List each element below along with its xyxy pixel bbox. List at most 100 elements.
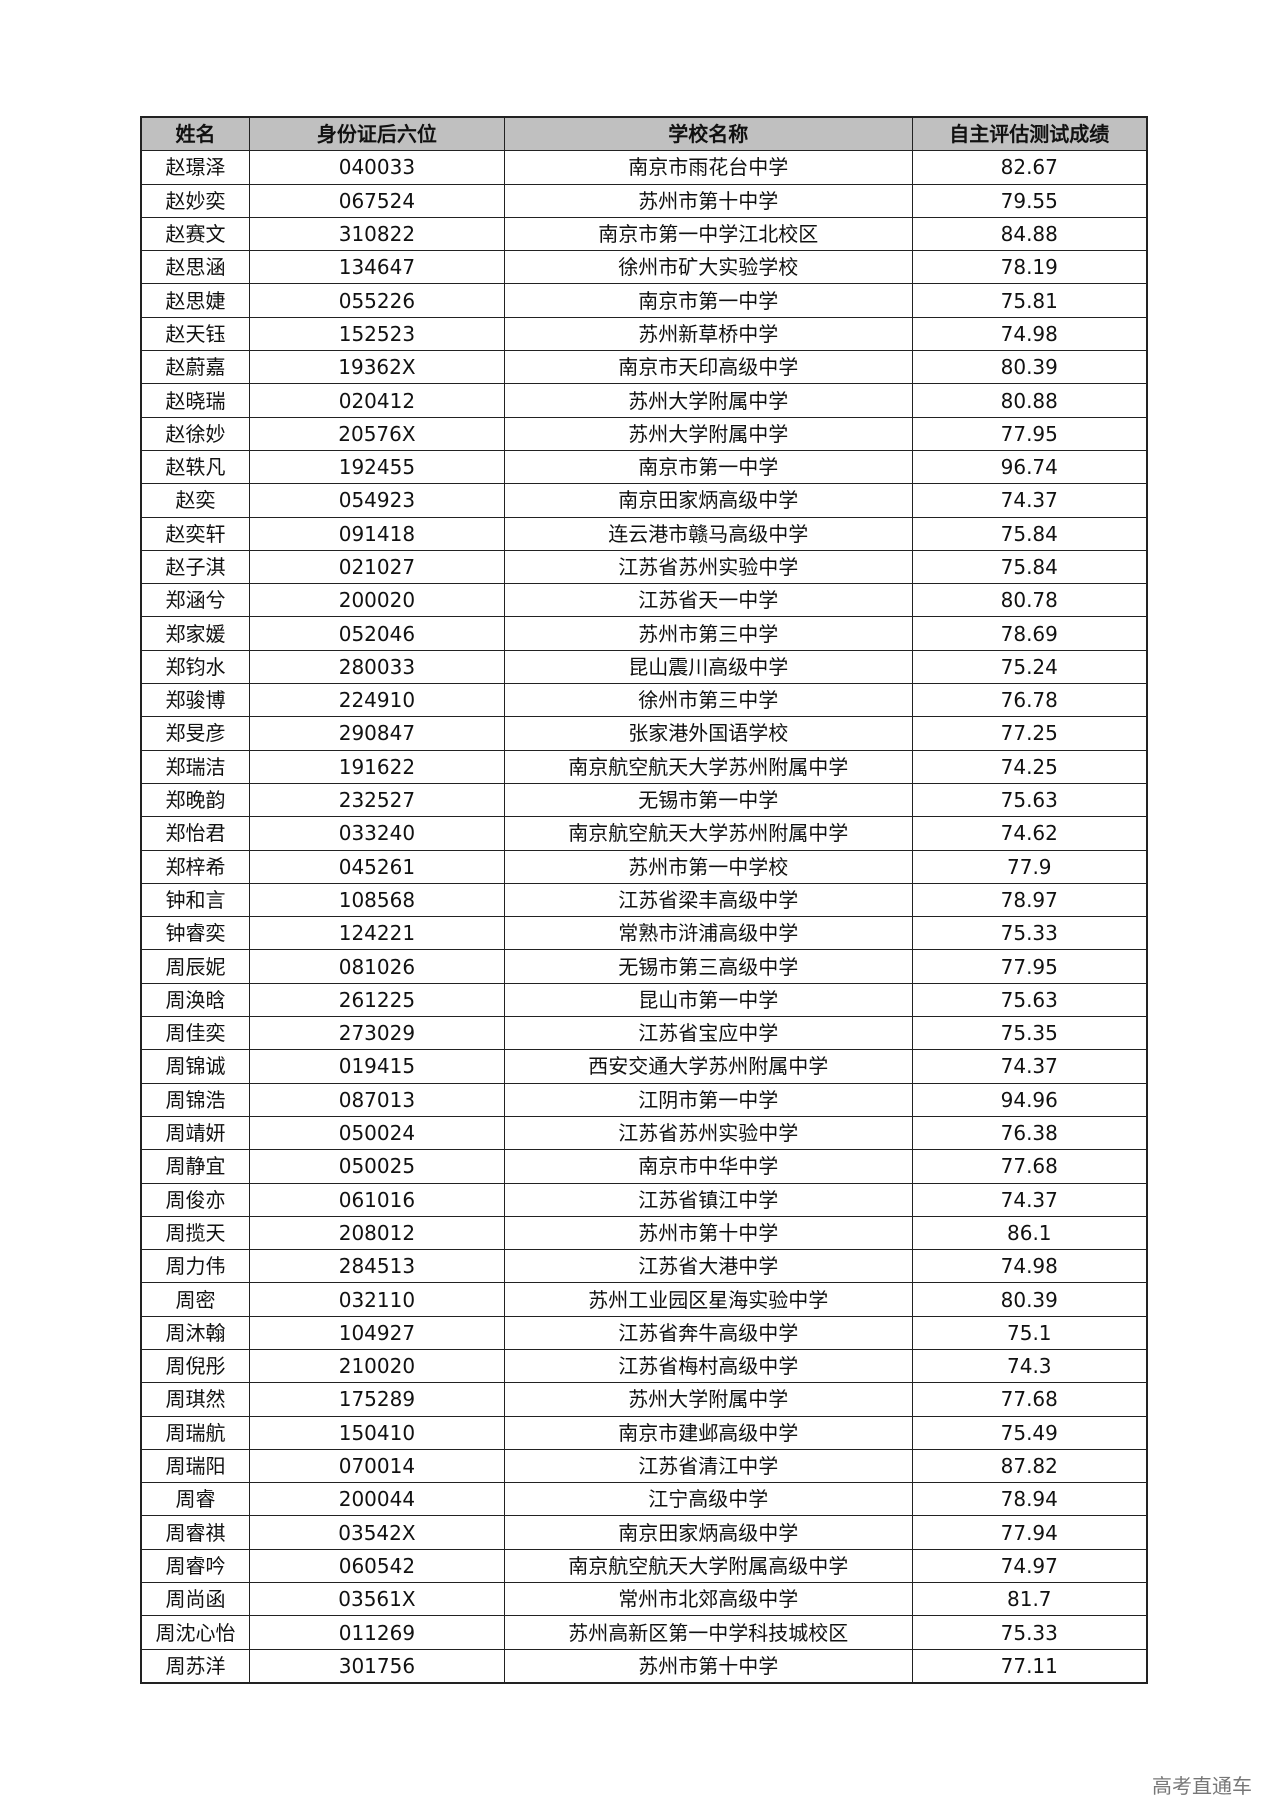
- cell-id-last6: 19362X: [248, 350, 505, 385]
- table-row: 周涣晗 261225 昆山市第一中学 75.63: [140, 982, 1148, 1018]
- cell-score: 75.1: [911, 1315, 1148, 1350]
- table-row: 周琪然 175289 苏州大学附属中学 77.68: [140, 1382, 1148, 1417]
- cell-name: 周沐翰: [140, 1315, 250, 1350]
- cell-score: 74.37: [911, 1182, 1148, 1217]
- cell-school: 江阴市第一中学: [503, 1082, 913, 1117]
- cell-score: 96.74: [911, 449, 1148, 485]
- table-row: 周睿吟 060542 南京航空航天大学附属高级中学 74.97: [140, 1548, 1148, 1584]
- cell-name: 周睿: [140, 1482, 250, 1517]
- cell-school: 南京市第一中学江北校区: [503, 216, 913, 252]
- cell-name: 周睿吟: [140, 1548, 250, 1584]
- table-row: 郑钧水 280033 昆山震川高级中学 75.24: [140, 649, 1148, 685]
- cell-score: 77.25: [911, 716, 1148, 751]
- cell-name: 赵璟泽: [140, 150, 250, 185]
- cell-school: 昆山市第一中学: [503, 982, 913, 1018]
- cell-score: 77.94: [911, 1515, 1148, 1550]
- cell-id-last6: 210020: [248, 1348, 505, 1384]
- cell-score: 78.19: [911, 250, 1148, 285]
- cell-school: 江苏省宝应中学: [503, 1016, 913, 1051]
- cell-school: 苏州市第十中学: [503, 183, 913, 218]
- table-row: 赵天钰 152523 苏州新草桥中学 74.98: [140, 316, 1148, 352]
- table-row: 郑瑞洁 191622 南京航空航天大学苏州附属中学 74.25: [140, 749, 1148, 784]
- cell-name: 周静宜: [140, 1149, 250, 1184]
- table-row: 周静宜 050025 南京市中华中学 77.68: [140, 1149, 1148, 1184]
- cell-id-last6: 070014: [248, 1448, 505, 1484]
- cell-school: 连云港市赣马高级中学: [503, 516, 913, 551]
- header-school: 学校名称: [503, 116, 913, 152]
- cell-id-last6: 284513: [248, 1249, 505, 1284]
- cell-score: 75.63: [911, 782, 1148, 818]
- cell-school: 南京航空航天大学苏州附属中学: [503, 749, 913, 784]
- cell-name: 赵妙奕: [140, 183, 250, 218]
- header-row: 姓名 身份证后六位 学校名称 自主评估测试成绩: [140, 116, 1148, 152]
- cell-school: 无锡市第三高级中学: [503, 949, 913, 984]
- table-row: 赵妙奕 067524 苏州市第十中学 79.55: [140, 183, 1148, 218]
- cell-id-last6: 200020: [248, 583, 505, 618]
- cell-name: 赵思婕: [140, 283, 250, 318]
- cell-id-last6: 03561X: [248, 1582, 505, 1617]
- cell-id-last6: 208012: [248, 1215, 505, 1251]
- cell-score: 78.94: [911, 1482, 1148, 1517]
- cell-school: 南京市第一中学: [503, 449, 913, 485]
- cell-name: 周揽天: [140, 1215, 250, 1251]
- cell-name: 周倪彤: [140, 1348, 250, 1384]
- cell-score: 75.24: [911, 649, 1148, 685]
- cell-score: 77.95: [911, 949, 1148, 984]
- cell-id-last6: 052046: [248, 616, 505, 651]
- table-row: 赵轶凡 192455 南京市第一中学 96.74: [140, 449, 1148, 485]
- cell-school: 江苏省梁丰高级中学: [503, 882, 913, 918]
- cell-id-last6: 020412: [248, 383, 505, 418]
- cell-school: 南京航空航天大学附属高级中学: [503, 1548, 913, 1584]
- table-row: 钟和言 108568 江苏省梁丰高级中学 78.97: [140, 882, 1148, 918]
- table-row: 周倪彤 210020 江苏省梅村高级中学 74.3: [140, 1348, 1148, 1384]
- cell-name: 周俊亦: [140, 1182, 250, 1217]
- table-row: 周密 032110 苏州工业园区星海实验中学 80.39: [140, 1282, 1148, 1317]
- cell-id-last6: 061016: [248, 1182, 505, 1217]
- cell-score: 75.84: [911, 549, 1148, 585]
- cell-score: 75.35: [911, 1016, 1148, 1051]
- cell-name: 周瑞阳: [140, 1448, 250, 1484]
- cell-score: 74.98: [911, 316, 1148, 352]
- cell-id-last6: 192455: [248, 449, 505, 485]
- table-row: 郑晚韵 232527 无锡市第一中学 75.63: [140, 782, 1148, 818]
- cell-name: 郑旻彦: [140, 716, 250, 751]
- cell-school: 徐州市矿大实验学校: [503, 250, 913, 285]
- cell-score: 79.55: [911, 183, 1148, 218]
- table-row: 赵思婕 055226 南京市第一中学 75.81: [140, 283, 1148, 318]
- cell-school: 苏州大学附属中学: [503, 1382, 913, 1417]
- cell-id-last6: 060542: [248, 1548, 505, 1584]
- cell-score: 77.68: [911, 1382, 1148, 1417]
- table-row: 周睿祺 03542X 南京田家炳高级中学 77.94: [140, 1515, 1148, 1550]
- cell-school: 南京田家炳高级中学: [503, 1515, 913, 1550]
- table-row: 赵晓瑞 020412 苏州大学附属中学 80.88: [140, 383, 1148, 418]
- cell-score: 74.37: [911, 483, 1148, 518]
- cell-school: 张家港外国语学校: [503, 716, 913, 751]
- cell-id-last6: 310822: [248, 216, 505, 252]
- cell-score: 77.68: [911, 1149, 1148, 1184]
- cell-id-last6: 261225: [248, 982, 505, 1018]
- cell-score: 74.98: [911, 1249, 1148, 1284]
- cell-name: 周力伟: [140, 1249, 250, 1284]
- table-row: 郑旻彦 290847 张家港外国语学校 77.25: [140, 716, 1148, 751]
- cell-id-last6: 200044: [248, 1482, 505, 1517]
- cell-id-last6: 20576X: [248, 416, 505, 451]
- table-row: 赵思涵 134647 徐州市矿大实验学校 78.19: [140, 250, 1148, 285]
- cell-school: 江苏省清江中学: [503, 1448, 913, 1484]
- header-score: 自主评估测试成绩: [911, 116, 1148, 152]
- cell-school: 苏州新草桥中学: [503, 316, 913, 352]
- cell-score: 80.39: [911, 1282, 1148, 1317]
- table-row: 周睿 200044 江宁高级中学 78.94: [140, 1482, 1148, 1517]
- cell-school: 南京航空航天大学苏州附属中学: [503, 816, 913, 851]
- cell-school: 南京市天印高级中学: [503, 350, 913, 385]
- header-name: 姓名: [140, 116, 250, 152]
- cell-id-last6: 108568: [248, 882, 505, 918]
- cell-name: 周佳奕: [140, 1016, 250, 1051]
- cell-name: 郑骏博: [140, 683, 250, 718]
- cell-id-last6: 03542X: [248, 1515, 505, 1550]
- cell-score: 78.97: [911, 882, 1148, 918]
- cell-score: 87.82: [911, 1448, 1148, 1484]
- cell-id-last6: 290847: [248, 716, 505, 751]
- cell-id-last6: 032110: [248, 1282, 505, 1317]
- cell-school: 苏州市第十中学: [503, 1215, 913, 1251]
- cell-name: 钟和言: [140, 882, 250, 918]
